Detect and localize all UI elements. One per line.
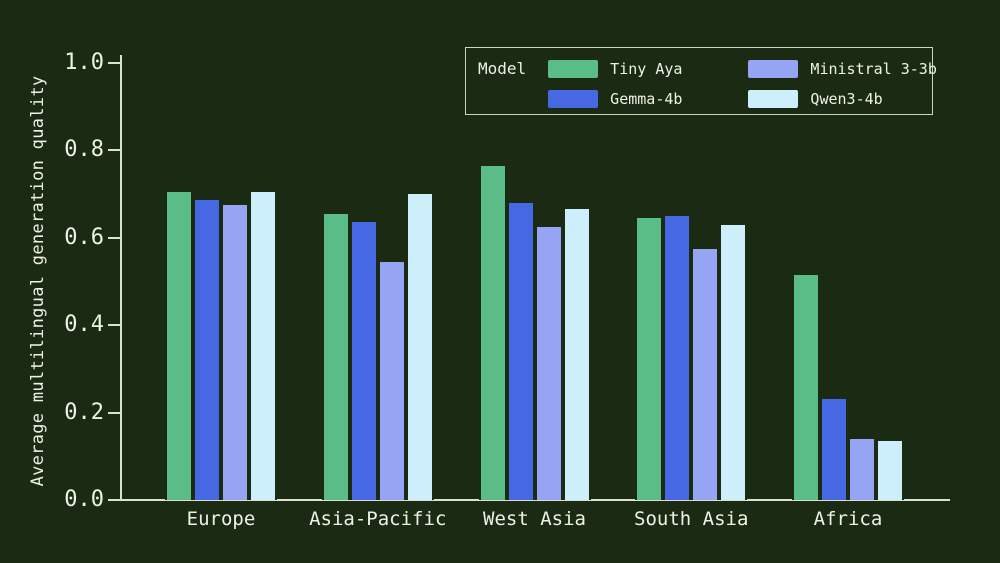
y-tick-mark-0.6 bbox=[108, 236, 120, 239]
bar-gemma-4b-west-asia bbox=[506, 201, 535, 500]
legend-label-tiny-aya: Tiny Aya bbox=[610, 60, 683, 78]
bar-qwen3-4b-west-asia bbox=[562, 207, 591, 500]
bar-tiny-aya-africa bbox=[792, 273, 820, 500]
bar-gemma-4b-asia-pacific bbox=[349, 220, 378, 500]
legend-entry-gemma-4b: Gemma-4b bbox=[548, 86, 682, 112]
legend-label-qwen3-4b: Qwen3-4b bbox=[810, 90, 883, 108]
y-tick-mark-0.0 bbox=[108, 499, 120, 501]
bar-gemma-4b-africa bbox=[820, 397, 848, 500]
bar-qwen3-4b-europe bbox=[249, 190, 277, 500]
legend-entry-tiny-aya: Tiny Aya bbox=[548, 56, 682, 82]
bar-tiny-aya-south-asia bbox=[635, 216, 664, 500]
legend-swatch-ministral-3-3b bbox=[748, 60, 799, 78]
legend-entries: Tiny Aya Gemma-4b Ministral 3-3b Qwen3-4b bbox=[548, 56, 937, 112]
x-tick-label-south-asia: South Asia bbox=[634, 508, 749, 530]
y-tick-label-1.0: 1.0 bbox=[64, 50, 104, 75]
bar-gemma-4b-south-asia bbox=[663, 214, 692, 500]
bar-tiny-aya-west-asia bbox=[478, 164, 507, 500]
legend-swatch-qwen3-4b bbox=[748, 90, 799, 108]
y-tick-mark-1.0 bbox=[108, 62, 120, 64]
bar-qwen3-4b-africa bbox=[876, 439, 904, 500]
bar-ministral-3-3b-west-asia bbox=[534, 225, 563, 500]
x-axis-line bbox=[110, 499, 950, 501]
bar-qwen3-4b-asia-pacific bbox=[405, 192, 434, 500]
bar-group-south-asia bbox=[635, 60, 748, 500]
legend-swatch-gemma-4b bbox=[548, 90, 599, 108]
y-tick-label-0.4: 0.4 bbox=[64, 312, 104, 338]
legend-title: Model bbox=[478, 59, 527, 78]
y-axis-line bbox=[120, 55, 122, 500]
y-tick-label-0.2: 0.2 bbox=[64, 399, 104, 425]
y-axis-title: Average multilingual generation quality bbox=[28, 75, 48, 487]
bar-group-europe bbox=[165, 60, 277, 500]
x-tick-label-europe: Europe bbox=[186, 508, 256, 530]
bar-group-africa bbox=[792, 60, 904, 500]
bar-tiny-aya-asia-pacific bbox=[321, 212, 350, 500]
legend-label-gemma-4b: Gemma-4b bbox=[610, 90, 683, 108]
x-tick-label-africa: Africa bbox=[813, 508, 883, 530]
y-tick-label-0.8: 0.8 bbox=[64, 137, 104, 163]
bar-ministral-3-3b-asia-pacific bbox=[377, 260, 406, 500]
bar-ministral-3-3b-africa bbox=[848, 437, 876, 500]
legend-entry-qwen3-4b: Qwen3-4b bbox=[748, 86, 936, 112]
bar-tiny-aya-europe bbox=[165, 190, 193, 500]
y-tick-mark-0.4 bbox=[108, 324, 120, 327]
bar-gemma-4b-europe bbox=[193, 198, 221, 500]
x-tick-label-asia-pacific: Asia-Pacific bbox=[309, 508, 447, 530]
y-tick-label-0.6: 0.6 bbox=[64, 224, 104, 250]
legend-entry-ministral-3-3b: Ministral 3-3b bbox=[748, 56, 937, 82]
x-tick-label-west-asia: West Asia bbox=[483, 508, 586, 530]
bar-ministral-3-3b-europe bbox=[221, 203, 249, 500]
y-tick-mark-0.2 bbox=[108, 411, 120, 414]
bar-qwen3-4b-south-asia bbox=[719, 223, 748, 500]
legend-swatch-tiny-aya bbox=[548, 60, 599, 78]
y-tick-label-0.0: 0.0 bbox=[64, 487, 104, 512]
bar-group-west-asia bbox=[478, 60, 591, 500]
bar-ministral-3-3b-south-asia bbox=[691, 247, 720, 500]
legend-label-ministral-3-3b: Ministral 3-3b bbox=[810, 60, 937, 78]
legend: Model Tiny Aya Gemma-4b Ministral 3-3b Qwen… bbox=[465, 47, 937, 115]
bar-group-asia-pacific bbox=[321, 60, 434, 500]
y-tick-mark-0.8 bbox=[108, 149, 120, 152]
